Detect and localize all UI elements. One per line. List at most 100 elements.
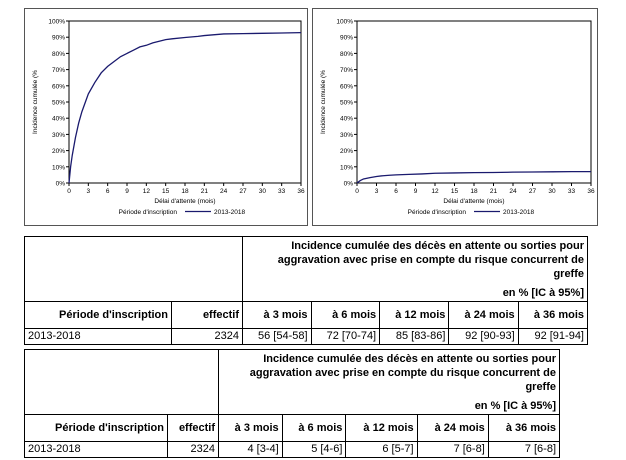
table-1-col-3: à 3 mois [242,300,312,329]
chart-2-legend-entry: 2013-2018 [503,209,534,216]
chart-1-x-tick-label: 18 [181,188,189,195]
chart-1-y-tick-label: 50% [52,100,65,107]
chart-2-x-tick-label: 9 [414,188,418,195]
table-2-col-3: à 3 mois [218,413,283,442]
chart-2-x-tick-label: 6 [394,188,398,195]
chart-1-x-tick-label: 0 [67,188,71,195]
table-1-val-3: 56 [54-58] [242,327,312,345]
table-1-val-24: 92 [90-93] [448,327,519,345]
chart-1-x-tick-label: 6 [106,188,110,195]
table-2-blank [24,349,219,415]
table-2-col-period: Période d'inscription [24,413,168,442]
table-1-title-line2: aggravation avec prise en compte du risq… [277,254,584,280]
chart-1-x-tick-label: 15 [162,188,170,195]
table-2-title-line1: Incidence cumulée des décès en attente o… [263,353,556,365]
table-1-col-36: à 36 mois [517,300,589,329]
table-row: 2013-2018 2324 4 [3-4] 5 [4-6] 6 [5-7] 7… [24,440,561,458]
chart-2-legend-title: Période d'inscription [408,209,467,216]
chart-2-y-tick-label: 80% [340,51,353,58]
chart-2-y-tick-label: 70% [340,67,353,74]
chart-1-x-tick-label: 12 [143,188,151,195]
table-2-col-6: à 6 mois [281,413,347,442]
table-2-unit: en % [IC à 95%] [218,394,560,415]
table-row: 2013-2018 2324 56 [54-58] 72 [70-74] 85 … [24,327,589,345]
chart-1-y-tick-label: 70% [52,67,65,74]
table-2-title: Incidence cumulée des décès en attente o… [218,349,560,394]
chart-2-x-tick-label: 15 [451,188,459,195]
table-2-col-24: à 24 mois [416,413,489,442]
table-1-period: 2013-2018 [24,327,172,345]
chart-2-y-tick-label: 0% [344,181,354,188]
table-1-unit: en % [IC à 95%] [242,281,588,302]
chart-1-x-tick-label: 9 [125,188,129,195]
chart-2-x-tick-label: 0 [355,188,359,195]
table-1-col-24: à 24 mois [448,300,519,329]
chart-2-y-axis-label: Incidence cumulée (% [320,70,327,134]
chart-1-y-tick-label: 0% [56,181,66,188]
table-1: Incidence cumulée des décès en attente o… [24,236,589,345]
chart-2-series-line-1 [356,171,591,184]
table-2-val-6: 5 [4-6] [281,440,347,458]
chart-1-y-tick-label: 30% [52,132,65,139]
chart-2-y-tick-label: 30% [340,132,353,139]
table-2-col-12: à 12 mois [345,413,418,442]
chart-1-plot-area [68,20,302,184]
chart-1-x-tick-label: 21 [201,188,209,195]
table-2-effectif: 2324 [167,440,219,458]
chart-1-x-tick-label: 33 [278,188,286,195]
chart-2-x-tick-label: 27 [529,188,537,195]
chart-2-plot-area [356,20,592,184]
table-1-title: Incidence cumulée des décès en attente o… [242,236,588,281]
chart-2-y-tick-label: 20% [340,148,353,155]
chart-1-x-tick-label: 3 [87,188,91,195]
chart-1-y-tick-label: 10% [52,164,65,171]
chart-2-x-tick-label: 12 [431,188,439,195]
chart-1-y-tick-label: 20% [52,148,65,155]
chart-2-y-tick-label: 50% [340,100,353,107]
chart-1-y-tick-label: 90% [52,35,65,42]
chart-1-svg: 0%10%20%30%40%50%60%70%80%90%100%0 3 6 9 12 1… [32,19,305,217]
chart-1-x-tick-label: 30 [259,188,267,195]
table-1-val-36: 92 [91-94] [517,327,589,345]
chart-1-x-axis-label: Délai d'attente (mois) [154,198,215,205]
table-2-col-36: à 36 mois [487,413,561,442]
chart-2-y-tick-label: 90% [340,35,353,42]
table-1-title-line1: Incidence cumulée des décès en attente o… [291,240,584,252]
table-2: Incidence cumulée des décès en attente o… [24,349,561,458]
chart-2-y-tick-label: 10% [340,164,353,171]
chart-1-legend-title: Période d'inscription [119,209,178,216]
table-1-col-effectif: effectif [171,300,243,329]
chart-panel-1: 0% 10% 20% 30% 40% 50% 60% 70% 80% 90% 100% 0 3 6 9 12 1… [24,8,308,226]
chart-1-x-tick-label: 24 [220,188,228,195]
table-2-title-line2: aggravation avec prise en compte du risq… [249,367,556,393]
chart-2-x-tick-label: 30 [548,188,556,195]
chart-2-y-tick-label: 100% [336,19,353,26]
table-1-col-period: Période d'inscription [24,300,172,329]
table-1-val-6: 72 [70-74] [310,327,381,345]
table-2-val-3: 4 [3-4] [218,440,283,458]
chart-2-x-tick-label: 33 [568,188,576,195]
chart-1-series-line-1 [68,32,302,184]
table-2-val-36: 7 [6-8] [487,440,561,458]
chart-1-y-tick-label: 60% [52,83,65,90]
chart-1-x-tick-label: 36 [297,188,305,195]
table-1-col-6: à 6 mois [310,300,381,329]
chart-2-x-tick-label: 3 [375,188,379,195]
chart-1-y-tick-label: 40% [52,116,65,123]
table-1-effectif: 2324 [171,327,243,345]
chart-2-y-tick-label: 60% [340,83,353,90]
table-2-val-24: 7 [6-8] [416,440,489,458]
chart-2-x-tick-label: 21 [490,188,498,195]
table-1-blank [24,236,243,302]
chart-2-x-tick-label: 24 [509,188,517,195]
table-2-col-effectif: effectif [167,413,219,442]
chart-panel-2: 0% 10% 20% 30% 40% 50% 60% 70% 80% 90% 100% 0 3 6 9 12 1… [312,8,598,226]
table-1-col-12: à 12 mois [379,300,450,329]
table-2-period: 2013-2018 [24,440,168,458]
chart-2-svg: 0%10%20%30%40%50%60%70%80%90%100%0 3 6 9 12 1… [320,19,595,217]
chart-2-y-tick-label: 40% [340,116,353,123]
chart-1-y-axis-label: Incidence cumulée (% [32,70,39,134]
chart-2-x-tick-label: 36 [587,188,595,195]
chart-2-x-tick-label: 18 [470,188,478,195]
chart-1-x-tick-label: 27 [239,188,247,195]
